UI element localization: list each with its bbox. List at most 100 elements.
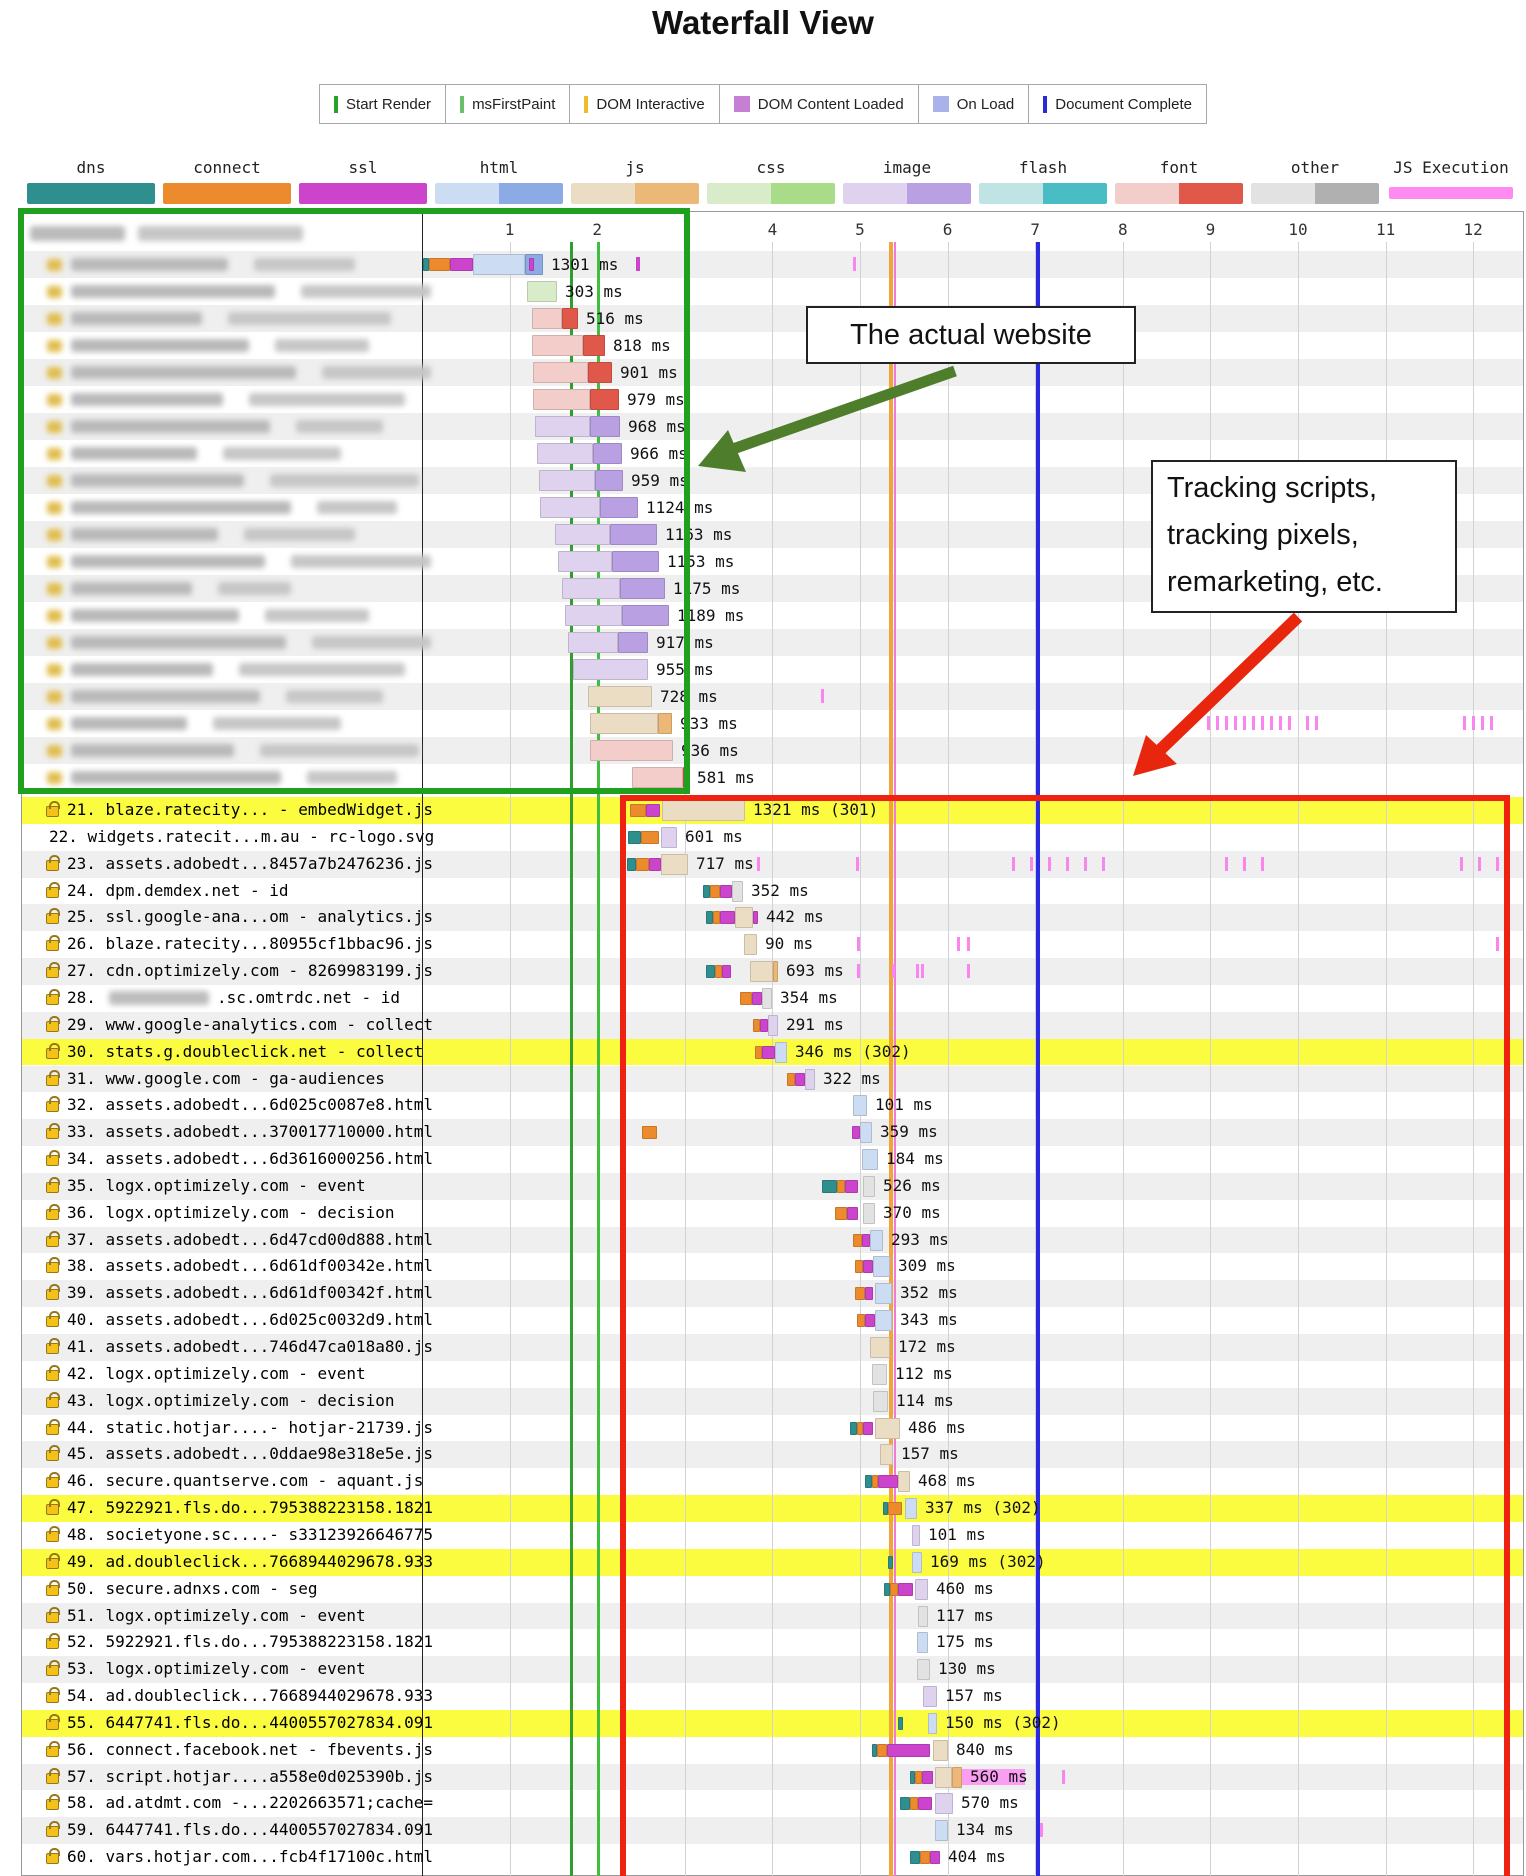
waterfall-row[interactable]: 1189 ms	[21, 602, 1524, 629]
waterfall-row[interactable]: 24. dpm.demdex.net - id 352 ms	[21, 878, 1524, 905]
js-execution-tick	[1315, 716, 1318, 730]
waterfall-row[interactable]: 33. assets.adobedt...370017710000.html 35…	[21, 1119, 1524, 1146]
waterfall-row[interactable]: 23. assets.adobedt...8457a7b2476236.js 71…	[21, 851, 1524, 878]
waterfall-row[interactable]: 53. logx.optimizely.com - event 130 ms	[21, 1656, 1524, 1683]
waterfall-row[interactable]: 818 ms	[21, 332, 1524, 359]
waterfall-row[interactable]: 37. assets.adobedt...6d47cd00d888.html 29…	[21, 1227, 1524, 1254]
waterfall-row[interactable]: 55. 6447741.fls.do...4400557027834.091 15…	[21, 1710, 1524, 1737]
blurred-label-text	[265, 609, 369, 622]
waterfall-row[interactable]: 26. blaze.ratecity...80955cf1bbac96.js 90…	[21, 931, 1524, 958]
waterfall-row[interactable]: 21. blaze.ratecity... - embedWidget.js 13…	[21, 797, 1524, 824]
resource-type-label: other	[1290, 158, 1340, 177]
bar-segment-imgd	[622, 605, 669, 626]
waterfall-row[interactable]: 44. static.hotjar....- hotjar-21739.js 48…	[21, 1415, 1524, 1442]
blurred-label-text	[71, 339, 249, 352]
request-label: 54. ad.doubleclick...7668944029678.933	[67, 1686, 434, 1706]
waterfall-row[interactable]: 30. stats.g.doubleclick.net - collect 346…	[21, 1039, 1524, 1066]
bar-segment-oth	[732, 880, 743, 902]
waterfall-row[interactable]: 959 ms	[21, 467, 1524, 494]
waterfall-row[interactable]: 58. ad.atdmt.com -...2202663571;cache= 57…	[21, 1790, 1524, 1817]
waterfall-row[interactable]: 1153 ms	[21, 548, 1524, 575]
bar-segment-oth	[917, 1659, 930, 1681]
waterfall-row[interactable]: 54. ad.doubleclick...7668944029678.933 15…	[21, 1683, 1524, 1710]
waterfall-row[interactable]: 47. 5922921.fls.do...795388223158.1821 33…	[21, 1495, 1524, 1522]
waterfall-row[interactable]: 901 ms	[21, 359, 1524, 386]
waterfall-row[interactable]: 46. secure.quantserve.com - aquant.js 468…	[21, 1468, 1524, 1495]
waterfall-row[interactable]: 49. ad.doubleclick...7668944029678.933 16…	[21, 1549, 1524, 1576]
bar-segment-htm	[935, 1820, 948, 1842]
waterfall-row[interactable]: 22. widgets.ratecit...m.au - rc-logo.svg…	[21, 824, 1524, 851]
resource-type-legend: dns connect ssl html js css image flash font othe…	[0, 158, 1526, 210]
js-execution-tick	[916, 964, 919, 979]
waterfall-row[interactable]: 39. assets.adobedt...6d61df00342f.html 35…	[21, 1280, 1524, 1307]
waterfall-row[interactable]: 25. ssl.google-ana...om - analytics.js 44…	[21, 904, 1524, 931]
waterfall-row[interactable]: 966 ms	[21, 440, 1524, 467]
lock-icon	[46, 1203, 60, 1220]
bar-segment-con	[740, 991, 752, 1005]
waterfall-row[interactable]: 303 ms	[21, 278, 1524, 305]
waterfall-row[interactable]: 1124 ms	[21, 494, 1524, 521]
waterfall-row[interactable]: 52. 5922921.fls.do...795388223158.1821 17…	[21, 1629, 1524, 1656]
bar-segment-dns	[910, 1851, 920, 1865]
waterfall-row[interactable]: 42. logx.optimizely.com - event 112 ms	[21, 1361, 1524, 1388]
waterfall-row[interactable]: 35. logx.optimizely.com - event 526 ms	[21, 1173, 1524, 1200]
waterfall-row[interactable]: 43. logx.optimizely.com - decision 114 ms	[21, 1388, 1524, 1415]
resource-type-label: dns	[76, 158, 106, 177]
waterfall-row[interactable]: 581 ms	[21, 764, 1524, 791]
request-label: 60. vars.hotjar.com...fcb4f17100c.html	[67, 1847, 434, 1867]
request-label: 48. societyone.sc....- s33123926646775	[67, 1524, 434, 1544]
waterfall-row[interactable]: 48. societyone.sc....- s33123926646775 10…	[21, 1522, 1524, 1549]
blurred-lock-icon	[47, 421, 62, 433]
bar-segment-con	[890, 1582, 898, 1596]
waterfall-row[interactable]: 29. www.google-analytics.com - collect 29…	[21, 1012, 1524, 1039]
waterfall-row[interactable]: 1175 ms	[21, 575, 1524, 602]
waterfall-row[interactable]: 60. vars.hotjar.com...fcb4f17100c.html 40…	[21, 1844, 1524, 1871]
waterfall-row[interactable]: 41. assets.adobedt...746d47ca018a80.js 17…	[21, 1334, 1524, 1361]
waterfall-row[interactable]: 1301 ms	[21, 251, 1524, 278]
waterfall-row[interactable]: 1163 ms	[21, 521, 1524, 548]
waterfall-row[interactable]: 51. logx.optimizely.com - event 117 ms	[21, 1603, 1524, 1630]
waterfall-row[interactable]: 45. assets.adobedt...0ddae98e318e5e.js 15…	[21, 1441, 1524, 1468]
lock-icon	[46, 1418, 60, 1435]
waterfall-row[interactable]: 36. logx.optimizely.com - decision 370 ms	[21, 1200, 1524, 1227]
js-execution-tick	[1252, 716, 1255, 730]
bar-segment-con	[855, 1287, 865, 1301]
request-label: 21. blaze.ratecity... - embedWidget.js	[67, 800, 434, 819]
waterfall-row[interactable]: 57. script.hotjar....a558e0d025390b.js 56…	[21, 1764, 1524, 1791]
ms-first-paint-line	[597, 242, 600, 1876]
waterfall-row[interactable]: 56. connect.facebook.net - fbevents.js 84…	[21, 1737, 1524, 1764]
blurred-label-text	[213, 717, 341, 730]
waterfall-row[interactable]: 516 ms	[21, 305, 1524, 332]
request-label: 43. logx.optimizely.com - decision	[67, 1390, 395, 1410]
waterfall-row[interactable]: 50. secure.adnxs.com - seg 460 ms	[21, 1576, 1524, 1603]
bar-segment-img	[805, 1068, 815, 1090]
waterfall-row[interactable]: 917 ms	[21, 629, 1524, 656]
waterfall-row[interactable]: 40. assets.adobedt...6d025c0032d9.html 34…	[21, 1307, 1524, 1334]
bar-segment-fnt	[532, 335, 583, 356]
waterfall-row[interactable]: 34. assets.adobedt...6d3616000256.html 18…	[21, 1146, 1524, 1173]
bar-segment-htm	[875, 1310, 892, 1332]
bar-segment-con	[915, 1770, 922, 1784]
waterfall-row[interactable]: 979 ms	[21, 386, 1524, 413]
waterfall-row[interactable]: 933 ms	[21, 710, 1524, 737]
waterfall-row[interactable]: 955 ms	[21, 656, 1524, 683]
waterfall-row[interactable]: 59. 6447741.fls.do...4400557027834.091 13…	[21, 1817, 1524, 1844]
waterfall-row[interactable]: 728 ms	[21, 683, 1524, 710]
resource-type-swatch	[1251, 183, 1379, 204]
waterfall-row[interactable]: 28. .sc.omtrdc.net - id 354 ms	[21, 985, 1524, 1012]
waterfall-row[interactable]: 27. cdn.optimizely.com - 8269983199.js 69…	[21, 958, 1524, 985]
waterfall-row[interactable]: 32. assets.adobedt...6d025c0087e8.html 10…	[21, 1092, 1524, 1119]
bar-segment-img	[573, 659, 648, 680]
waterfall-row[interactable]: 38. assets.adobedt...6d61df00342e.html 30…	[21, 1253, 1524, 1280]
waterfall-row[interactable]: 31. www.google.com - ga-audiences 322 ms	[21, 1066, 1524, 1093]
js-execution-band	[962, 1768, 1025, 1785]
legend-item: DOM Interactive	[569, 85, 718, 123]
waterfall-row[interactable]: 968 ms	[21, 413, 1524, 440]
request-label: 45. assets.adobedt...0ddae98e318e5e.js	[67, 1444, 434, 1464]
request-time-value: 117 ms	[936, 1605, 994, 1625]
request-time-value: 343 ms	[900, 1310, 958, 1330]
blurred-label-text	[322, 366, 431, 379]
bar-segment-con	[630, 804, 646, 817]
blurred-label-text	[270, 474, 419, 487]
